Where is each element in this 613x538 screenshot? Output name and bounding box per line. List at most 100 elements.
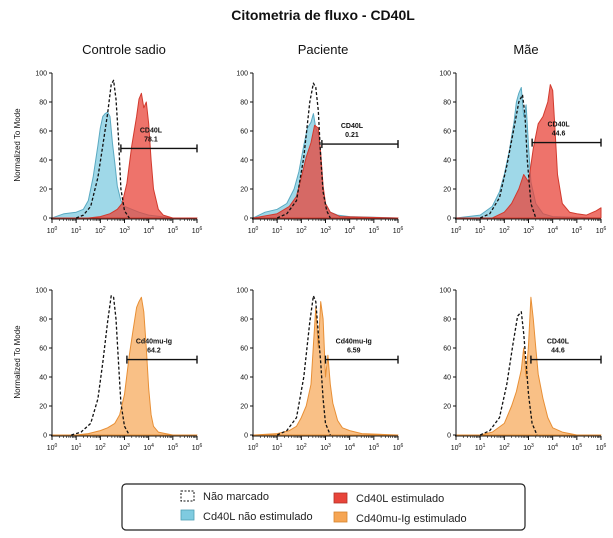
y-tick-label: 80 (443, 100, 451, 107)
y-axis-label-row-1: Normalized To Mode (13, 325, 22, 399)
gate-value: 78.1 (144, 136, 158, 143)
x-tick-label: 103 (523, 226, 534, 235)
gate-label: CD40L (547, 339, 570, 346)
histogram-unstained-line (276, 295, 331, 436)
x-tick-label: 102 (95, 443, 106, 452)
y-tick-label: 100 (439, 288, 451, 295)
x-tick-label: 100 (248, 226, 259, 235)
y-tick-label: 60 (39, 129, 47, 136)
x-tick-label: 102 (499, 443, 510, 452)
y-tick-label: 60 (240, 129, 248, 136)
x-tick-label: 101 (71, 443, 82, 452)
x-tick-label: 106 (192, 226, 203, 235)
x-tick-label: 103 (119, 443, 130, 452)
y-tick-label: 40 (39, 158, 47, 165)
histogram-unstained-line (276, 82, 331, 219)
y-tick-label: 20 (39, 404, 47, 411)
histogram-panels: 0 20 40 60 80 100 100 101 102 103 104 105 106 CD40L 78… (35, 71, 606, 453)
y-tick-label: 80 (443, 317, 451, 324)
y-tick-label: 60 (240, 346, 248, 353)
y-tick-label: 80 (39, 317, 47, 324)
x-tick-label: 106 (596, 443, 607, 452)
x-tick-label: 106 (393, 226, 404, 235)
histogram-cd40mu-stim (455, 296, 602, 436)
x-tick-label: 100 (47, 443, 58, 452)
x-tick-label: 104 (547, 226, 558, 235)
column-title-0: Controle sadio (82, 42, 166, 57)
histogram-cd40mu-stim (252, 301, 399, 436)
histogram-panel-r0-c2: 0 20 40 60 80 100 100 101 102 103 104 105 106 CD40L 44… (439, 71, 606, 236)
legend-label-cd40l-stim: Cd40L estimulado (356, 493, 444, 505)
y-tick-label: 40 (240, 375, 248, 382)
x-tick-label: 103 (119, 226, 130, 235)
x-tick-label: 103 (523, 443, 534, 452)
y-tick-label: 40 (443, 158, 451, 165)
y-tick-label: 80 (240, 100, 248, 107)
y-tick-label: 20 (443, 404, 451, 411)
histogram-panel-r1-c1: 0 20 40 60 80 100 100 101 102 103 104 105 106 Cd40mu-… (236, 288, 403, 453)
y-tick-label: 40 (240, 158, 248, 165)
x-tick-label: 100 (451, 443, 462, 452)
x-tick-label: 103 (320, 226, 331, 235)
histogram-panel-r0-c1: 0 20 40 60 80 100 100 101 102 103 104 105 106 CD40L 0.… (236, 71, 403, 236)
column-title-1: Paciente (298, 42, 349, 57)
x-tick-label: 105 (369, 443, 380, 452)
figure-title: Citometria de fluxo - CD40L (231, 7, 415, 23)
gate-label: Cd40mu-Ig (336, 339, 372, 346)
legend-label-cd40mu-stim: Cd40mu-Ig estimulado (356, 513, 467, 525)
y-tick-label: 100 (439, 71, 451, 78)
legend-label-unstained: Não marcado (203, 491, 269, 503)
histogram-unstained-line (71, 295, 130, 436)
y-tick-label: 20 (240, 404, 248, 411)
gate-value: 44.6 (551, 348, 565, 355)
gate-value: 64.2 (147, 348, 161, 355)
y-tick-label: 100 (236, 71, 248, 78)
y-tick-label: 40 (443, 375, 451, 382)
x-tick-label: 106 (192, 443, 203, 452)
x-tick-label: 104 (344, 443, 355, 452)
x-tick-label: 105 (168, 443, 179, 452)
legend: Não marcado Cd40L estimulado Cd40L não e… (121, 483, 526, 531)
histogram-panel-r1-c2: 0 20 40 60 80 100 100 101 102 103 104 105 106 CD40L 44… (439, 288, 606, 453)
x-tick-label: 106 (393, 443, 404, 452)
y-tick-label: 100 (35, 71, 47, 78)
y-tick-label: 0 (43, 433, 47, 440)
legend-swatch-cd40mu-stim (333, 511, 348, 523)
y-tick-label: 60 (39, 346, 47, 353)
y-tick-label: 0 (43, 216, 47, 223)
x-tick-label: 102 (95, 226, 106, 235)
histogram-unstained-line (479, 94, 537, 219)
x-tick-label: 105 (369, 226, 380, 235)
x-tick-label: 102 (296, 443, 307, 452)
x-tick-label: 101 (71, 226, 82, 235)
x-tick-label: 101 (475, 226, 486, 235)
histogram-cd40l-stim (252, 124, 399, 219)
y-tick-label: 0 (447, 433, 451, 440)
y-tick-label: 80 (240, 317, 248, 324)
gate-value: 44.6 (552, 131, 566, 138)
histogram-unstained-line (479, 311, 538, 436)
y-tick-label: 100 (236, 288, 248, 295)
gate-value: 6.59 (347, 348, 361, 355)
legend-swatch-cd40l-stim (333, 492, 348, 504)
x-tick-label: 104 (143, 443, 154, 452)
column-title-2: Mãe (513, 42, 538, 57)
gate-label: Cd40mu-Ig (136, 339, 172, 346)
gate-label: CD40L (140, 127, 163, 134)
x-tick-label: 104 (547, 443, 558, 452)
x-tick-label: 101 (272, 226, 283, 235)
y-tick-label: 20 (39, 187, 47, 194)
y-tick-label: 40 (39, 375, 47, 382)
y-axis-label-row-0: Normalized To Mode (13, 108, 22, 182)
histogram-unstained-line (75, 79, 130, 219)
x-tick-label: 101 (272, 443, 283, 452)
x-tick-label: 104 (143, 226, 154, 235)
x-tick-label: 105 (572, 443, 583, 452)
legend-swatch-unstained (180, 490, 195, 502)
y-tick-label: 60 (443, 129, 451, 136)
x-tick-label: 100 (451, 226, 462, 235)
histogram-panel-r0-c0: 0 20 40 60 80 100 100 101 102 103 104 105 106 CD40L 78… (35, 71, 202, 236)
legend-swatch-cd40l-unstim (180, 509, 195, 521)
y-tick-label: 80 (39, 100, 47, 107)
